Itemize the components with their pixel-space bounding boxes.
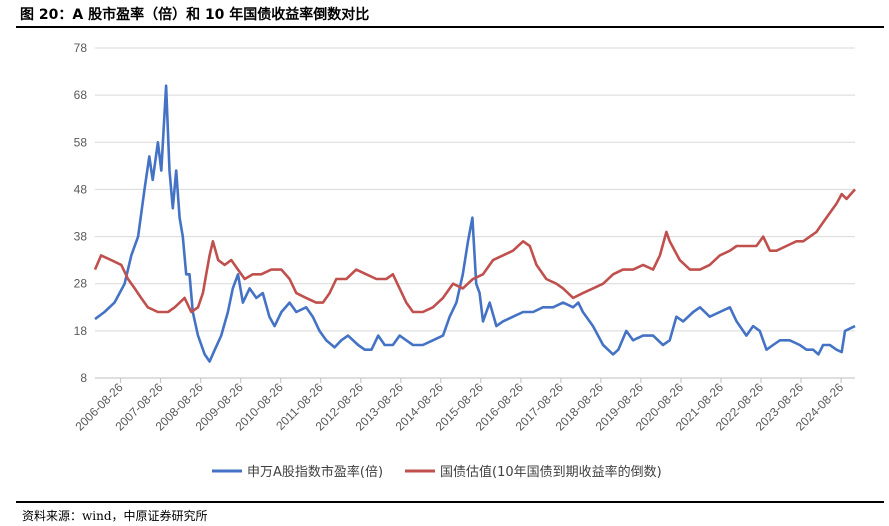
bond-valuation-line xyxy=(93,188,856,314)
y-tick-label: 58 xyxy=(74,135,88,149)
pe-ratio-line xyxy=(94,84,856,363)
x-axis: 2006-08-262007-08-262008-08-262009-08-26… xyxy=(72,377,855,434)
y-tick-label: 68 xyxy=(74,88,88,102)
grid-lines xyxy=(95,47,855,332)
y-tick-label: 18 xyxy=(74,324,88,338)
bottom-divider xyxy=(16,501,884,503)
source-note: 资料来源：wind，中原证券研究所 xyxy=(22,509,208,523)
line-chart: 8 18 28 38 48 58 68 78 2006-08-262007-08-262008… xyxy=(72,41,856,480)
y-axis-tick-labels: 8 18 28 38 48 58 68 78 xyxy=(74,41,88,385)
top-divider xyxy=(16,26,884,28)
figure-title: 图 20：A 股市盈率（倍）和 10 年国债收益率倒数对比 xyxy=(20,7,370,23)
y-tick-label: 38 xyxy=(74,230,88,244)
y-tick-label: 8 xyxy=(80,371,87,385)
legend: 申万A股指数市盈率(倍) 国债估值(10年国债到期收益率的倒数) xyxy=(212,464,662,480)
y-tick-label: 28 xyxy=(74,277,88,291)
legend-label: 申万A股指数市盈率(倍) xyxy=(247,464,383,480)
y-tick-label: 48 xyxy=(74,182,88,196)
series-lines xyxy=(93,84,856,363)
y-tick-label: 78 xyxy=(74,41,88,55)
legend-label: 国债估值(10年国债到期收益率的倒数) xyxy=(440,464,662,480)
